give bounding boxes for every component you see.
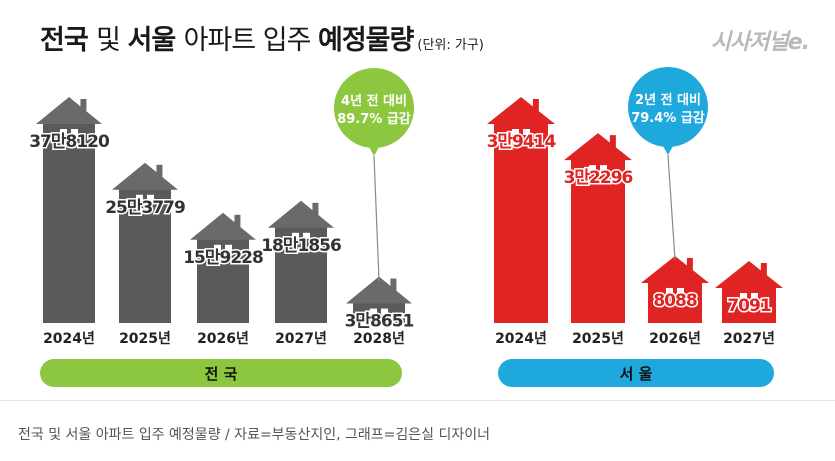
title-word-apartment: 아파트 xyxy=(183,25,263,56)
window xyxy=(600,165,607,172)
title-word-and: 및 xyxy=(96,25,128,56)
annotation-balloon xyxy=(628,67,708,147)
chimney xyxy=(760,263,767,276)
title-word-nation: 전국 xyxy=(40,25,97,56)
chimney xyxy=(532,99,539,111)
house-roof-icon xyxy=(346,276,412,304)
window xyxy=(381,308,388,315)
house-roof-icon xyxy=(268,200,334,228)
house-roof-icon xyxy=(487,97,555,124)
title-unit: (단위: 가구) xyxy=(417,38,484,53)
data-label: 37만8120 xyxy=(29,132,110,152)
window xyxy=(214,244,221,251)
bar xyxy=(571,159,625,323)
divider xyxy=(0,400,835,401)
house-roof-icon xyxy=(641,255,709,283)
window xyxy=(666,287,673,294)
data-label: 7091 xyxy=(727,296,770,316)
data-label: 18만1856 xyxy=(261,236,341,256)
data-label: 25만3779 xyxy=(105,198,185,218)
x-tick-label: 2028년 xyxy=(353,331,405,347)
chimney xyxy=(686,257,693,270)
window xyxy=(303,232,310,239)
data-label: 8088 xyxy=(653,291,696,311)
region-pill xyxy=(498,359,774,387)
house-roof-icon xyxy=(564,133,632,161)
bar xyxy=(648,281,702,323)
bar xyxy=(353,302,405,323)
chart-panel-national: 37만8120 2024년 25만3779 2025년 15만9228 2026년 18만1… xyxy=(28,68,416,387)
annotation-balloon xyxy=(334,68,414,148)
chimney xyxy=(234,214,241,227)
x-tick-label: 2026년 xyxy=(197,331,249,347)
bar xyxy=(494,123,548,323)
annotation-line-1: 4년 전 대비 xyxy=(341,93,407,109)
window xyxy=(147,194,154,201)
window xyxy=(71,129,78,135)
house-roof-icon xyxy=(112,162,178,190)
bar xyxy=(275,226,327,323)
bar xyxy=(197,238,249,323)
window xyxy=(292,232,299,239)
data-label: 3만2296 xyxy=(564,168,633,188)
house-roof-icon xyxy=(190,212,256,240)
window xyxy=(677,287,684,294)
annotation-line-2: 79.4% 급감 xyxy=(631,111,705,126)
data-label: 3만9414 xyxy=(487,132,557,152)
window xyxy=(136,194,143,201)
balloon-knot xyxy=(663,146,673,155)
title-word-movein: 입주 xyxy=(262,25,318,56)
annotation-line-2: 89.7% 급감 xyxy=(337,112,411,127)
house-roof-icon xyxy=(36,97,102,124)
window xyxy=(60,129,67,135)
page-title: 전국 및 서울 아파트 입주 예정물량 (단위: 가구) xyxy=(40,18,484,57)
publisher-logo: 시사저널e. xyxy=(710,30,810,55)
annotation-line-1: 2년 전 대비 xyxy=(635,92,701,108)
data-label: 3만8651 xyxy=(345,312,414,332)
house-roof-icon xyxy=(715,261,783,289)
balloon-knot xyxy=(369,147,379,156)
window xyxy=(225,244,232,251)
x-tick-label: 2027년 xyxy=(275,331,327,347)
balloon-string xyxy=(373,155,380,281)
window xyxy=(370,308,377,315)
bar xyxy=(43,123,95,323)
window xyxy=(512,129,519,135)
chimney xyxy=(80,99,87,111)
chart-panel-seoul: 3만9414 2024년 3만2296 2025년 8088 2026년 7091 2027년… xyxy=(485,67,783,387)
region-label: 서 울 xyxy=(620,365,653,383)
chimney xyxy=(390,278,397,291)
x-tick-label: 2025년 xyxy=(572,331,624,347)
bar xyxy=(722,287,776,323)
x-tick-label: 2026년 xyxy=(649,331,701,347)
data-label: 15만9228 xyxy=(183,248,263,268)
window xyxy=(751,293,758,300)
chimney xyxy=(609,135,616,148)
region-label: 전 국 xyxy=(205,365,238,383)
bar xyxy=(119,188,171,323)
window xyxy=(740,293,747,300)
x-tick-label: 2024년 xyxy=(43,331,95,347)
title-word-volume: 예정물량 xyxy=(318,25,414,56)
source-caption: 전국 및 서울 아파트 입주 예정물량 / 자료=부동산지인, 그래프=김은실 … xyxy=(18,427,490,443)
title-word-seoul: 서울 xyxy=(127,25,184,56)
window xyxy=(523,129,530,135)
region-pill xyxy=(40,359,402,387)
x-tick-label: 2025년 xyxy=(119,331,171,347)
x-tick-label: 2024년 xyxy=(495,331,547,347)
chimney xyxy=(312,202,319,215)
window xyxy=(589,165,596,172)
chimney xyxy=(156,164,163,177)
x-tick-label: 2027년 xyxy=(723,331,775,347)
balloon-string xyxy=(667,154,676,260)
